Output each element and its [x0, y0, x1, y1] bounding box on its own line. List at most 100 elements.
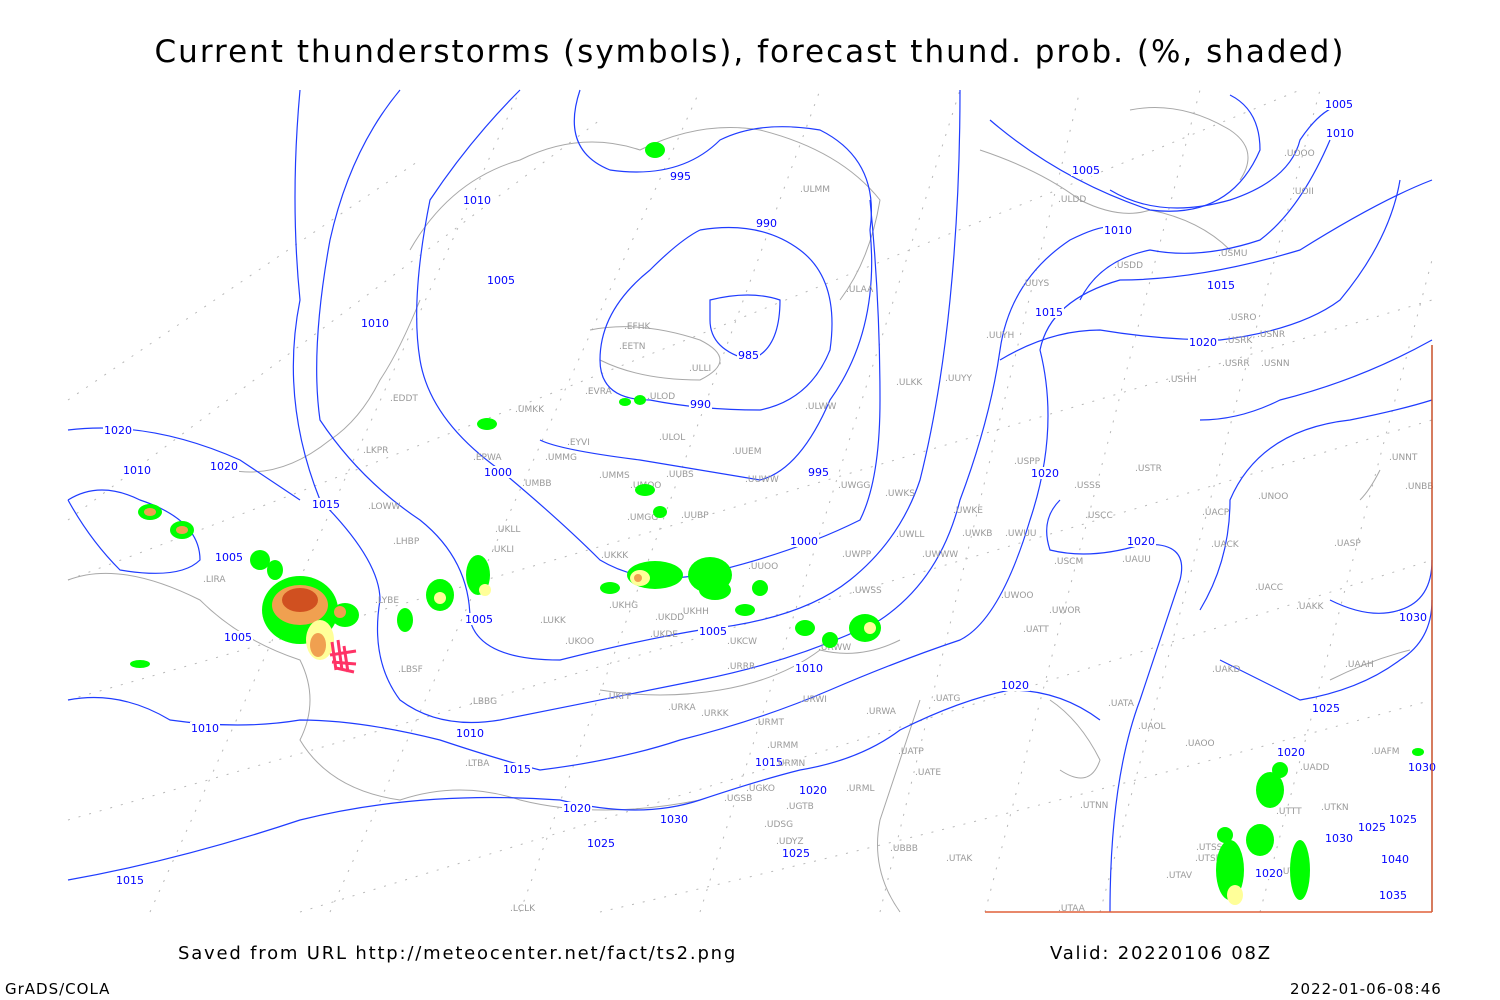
- station-label: .ULWW: [805, 402, 837, 412]
- station-label: .LUKK: [540, 616, 567, 626]
- station-label: .EFHK: [624, 322, 651, 332]
- station-label: .UTAK: [946, 854, 973, 864]
- station-label: .URWW: [818, 643, 851, 653]
- probability-area: [434, 592, 446, 604]
- station-label: .USRO: [1228, 313, 1257, 323]
- station-label: .UACK: [1211, 540, 1240, 550]
- isobar-label: 1015: [1207, 279, 1235, 292]
- station-label: .UNBB: [1405, 482, 1434, 492]
- station-label: .UATG: [933, 694, 960, 704]
- probability-area: [282, 588, 318, 612]
- station-label: .EETN: [619, 342, 645, 352]
- isobar-label: 995: [808, 466, 829, 479]
- station-label: .UAKD: [1212, 665, 1241, 675]
- probability-area: [645, 142, 665, 158]
- isobar-label: 1010: [191, 722, 219, 735]
- probability-area: [130, 660, 150, 668]
- station-label: .UBBB: [890, 844, 918, 854]
- station-label: .UKOO: [565, 637, 594, 647]
- station-label: .ULOD: [647, 392, 675, 402]
- station-label: .USDD: [1114, 261, 1143, 271]
- station-label: .UATP: [898, 747, 924, 757]
- isobar-label: 1020: [1277, 746, 1305, 759]
- station-label: .UGSB: [724, 794, 752, 804]
- station-label: .UWUU: [1005, 529, 1037, 539]
- station-label: .UUYS: [1022, 279, 1050, 289]
- station-label: .UAUU: [1122, 555, 1151, 565]
- map-frame-edge: [985, 345, 1433, 913]
- isobar-label: 1030: [1399, 611, 1427, 624]
- station-label: .URMN: [775, 759, 805, 769]
- probability-area: [619, 398, 631, 406]
- isobar-label: 1005: [1072, 164, 1100, 177]
- isobar-label: 1015: [755, 756, 783, 769]
- station-label: .UAFM: [1371, 747, 1400, 757]
- station-label: .URMM: [767, 741, 798, 751]
- probability-area: [752, 580, 768, 596]
- isobar-label: 1010: [456, 727, 484, 740]
- station-label: .UKLI: [491, 545, 514, 555]
- station-label: .UKDE: [650, 630, 678, 640]
- station-label: .UUYH: [986, 331, 1014, 341]
- station-label: .UTSB: [1195, 854, 1222, 864]
- isobar-label: 1005: [487, 274, 515, 287]
- station-label: .USHH: [1168, 375, 1197, 385]
- isobar-label: 1020: [799, 784, 827, 797]
- station-label: .UKDD: [655, 613, 684, 623]
- probability-area: [1227, 885, 1243, 905]
- station-label: .UWWW: [922, 550, 958, 560]
- coastlines: [67, 107, 1411, 913]
- probability-area: [334, 606, 346, 618]
- probability-area: [795, 620, 815, 636]
- station-label: .UWGG: [838, 481, 870, 491]
- station-label: .UACC: [1255, 583, 1283, 593]
- probability-area: [600, 582, 620, 594]
- station-label: .UTNN: [1080, 801, 1108, 811]
- station-label: .UKHG: [609, 601, 638, 611]
- isobar-label: 1020: [1001, 679, 1029, 692]
- station-label: .LTBA: [465, 759, 490, 769]
- probability-area: [1246, 824, 1274, 856]
- probability-area: [267, 560, 283, 580]
- isobar-label: 1025: [782, 847, 810, 860]
- isobar-labels: 995 1010 1005 1010 990 985 990 995 1000 1020 1010 1…: [103, 98, 1437, 902]
- station-label: .UATA: [1108, 699, 1135, 709]
- isobar-label: 1005: [1325, 98, 1353, 111]
- station-label: .UKKK: [601, 551, 629, 561]
- station-label: .UKFF: [606, 692, 632, 702]
- isobar-label: 1040: [1381, 853, 1409, 866]
- isobar-label: 985: [738, 349, 759, 362]
- station-label: .URML: [846, 784, 874, 794]
- isobar-label: 1020: [1127, 535, 1155, 548]
- station-label: .UKHH: [680, 607, 709, 617]
- station-label: .LBBG: [470, 697, 497, 707]
- station-label: .UDYZ: [776, 837, 804, 847]
- probability-area: [653, 506, 667, 518]
- station-label: .UATT: [1023, 625, 1049, 635]
- station-label: .UWKE: [953, 506, 983, 516]
- isobar-label: 1025: [587, 837, 615, 850]
- station-label: .UUEM: [732, 447, 762, 457]
- station-label: .UAKK: [1296, 602, 1325, 612]
- station-label: .UWOR: [1049, 606, 1081, 616]
- isobar-label: 990: [756, 217, 777, 230]
- probability-area: [1412, 748, 1424, 756]
- station-label: .UWKS: [885, 489, 915, 499]
- isobar-label: 1010: [463, 194, 491, 207]
- station-label: .UWOO: [1001, 591, 1034, 601]
- isobar-label: 1030: [1325, 832, 1353, 845]
- isobar-label: 1005: [215, 551, 243, 564]
- station-label: .UWPP: [842, 550, 872, 560]
- isobar-label: 1000: [484, 466, 512, 479]
- station-label: .UOII: [1292, 187, 1314, 197]
- valid-time-text: Valid: 20220106 08Z: [1050, 943, 1272, 964]
- station-label: .UGKO: [746, 784, 775, 794]
- station-label: .UKCW: [727, 637, 757, 647]
- station-label: .UTSS: [1196, 843, 1223, 853]
- station-label: .LBSF: [398, 665, 423, 675]
- isobar-label: 1020: [1189, 336, 1217, 349]
- station-label: .UAAH: [1345, 660, 1374, 670]
- station-label: .UMKK: [515, 405, 545, 415]
- probability-area: [1256, 772, 1284, 808]
- isobar-label: 1005: [699, 625, 727, 638]
